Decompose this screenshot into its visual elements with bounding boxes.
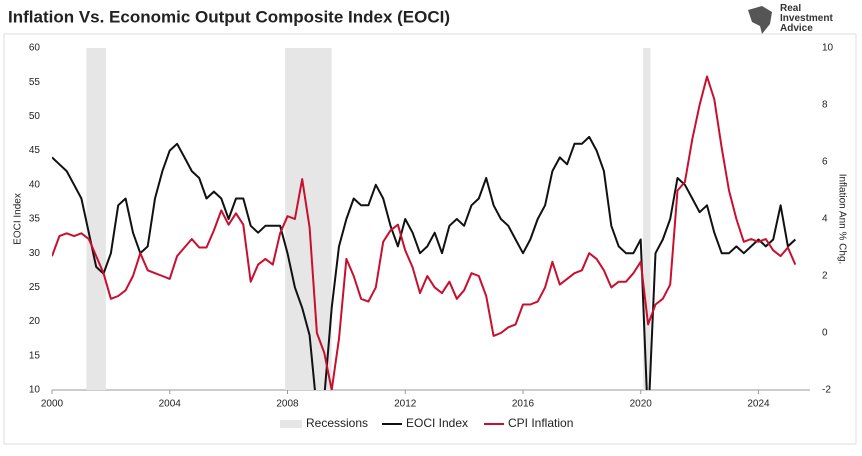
y2-tick-label: -2 bbox=[822, 385, 831, 396]
frame bbox=[3, 33, 857, 445]
y-tick-label: 25 bbox=[29, 282, 41, 293]
x-tick-label: 2012 bbox=[394, 399, 417, 410]
y-tick-label: 20 bbox=[29, 316, 41, 327]
legend-swatch bbox=[280, 420, 302, 428]
y-tick-label: 60 bbox=[29, 43, 41, 54]
y2-tick-label: 10 bbox=[822, 43, 834, 54]
y-tick-label: 10 bbox=[29, 385, 41, 396]
x-tick-label: 2024 bbox=[747, 399, 770, 410]
recession-band bbox=[643, 48, 651, 390]
y2-tick-label: 8 bbox=[822, 100, 828, 111]
y-tick-label: 50 bbox=[29, 111, 41, 122]
series-line bbox=[52, 75, 797, 390]
y-tick-label: 30 bbox=[29, 248, 41, 259]
brand-box: Real Investment Advice bbox=[780, 4, 833, 34]
y-tick-label: 45 bbox=[29, 145, 41, 156]
y-tick-label: 15 bbox=[29, 350, 41, 361]
y2-axis-label: Inflation Ann % Chg. bbox=[836, 174, 847, 265]
series-line bbox=[52, 135, 796, 390]
y-tick-label: 55 bbox=[29, 77, 41, 88]
brand: Real Investment Advice bbox=[780, 4, 833, 34]
y2-tick-label: 2 bbox=[822, 271, 828, 282]
x-tick-label: 2016 bbox=[512, 399, 535, 410]
y2-tick-label: 4 bbox=[822, 214, 828, 225]
legend-label: CPI Inflation bbox=[508, 416, 573, 430]
legend-label: EOCI Index bbox=[406, 416, 468, 430]
plot-area bbox=[52, 75, 797, 390]
y-axis-label: EOCI Index bbox=[13, 193, 24, 245]
x-tick-label: 2008 bbox=[276, 399, 299, 410]
y2-tick-label: 0 bbox=[822, 328, 828, 339]
legend-label: Recessions bbox=[306, 416, 368, 430]
y-tick-label: 40 bbox=[29, 179, 41, 190]
x-tick-label: 2004 bbox=[159, 399, 182, 410]
chart-title: Inflation Vs. Economic Output Composite … bbox=[8, 7, 450, 26]
y-tick-label: 35 bbox=[29, 214, 41, 225]
y2-tick-label: 6 bbox=[822, 157, 828, 168]
x-tick-label: 2000 bbox=[41, 399, 64, 410]
logo-icon bbox=[748, 6, 772, 34]
recession-band bbox=[86, 48, 106, 390]
x-tick-label: 2020 bbox=[630, 399, 653, 410]
